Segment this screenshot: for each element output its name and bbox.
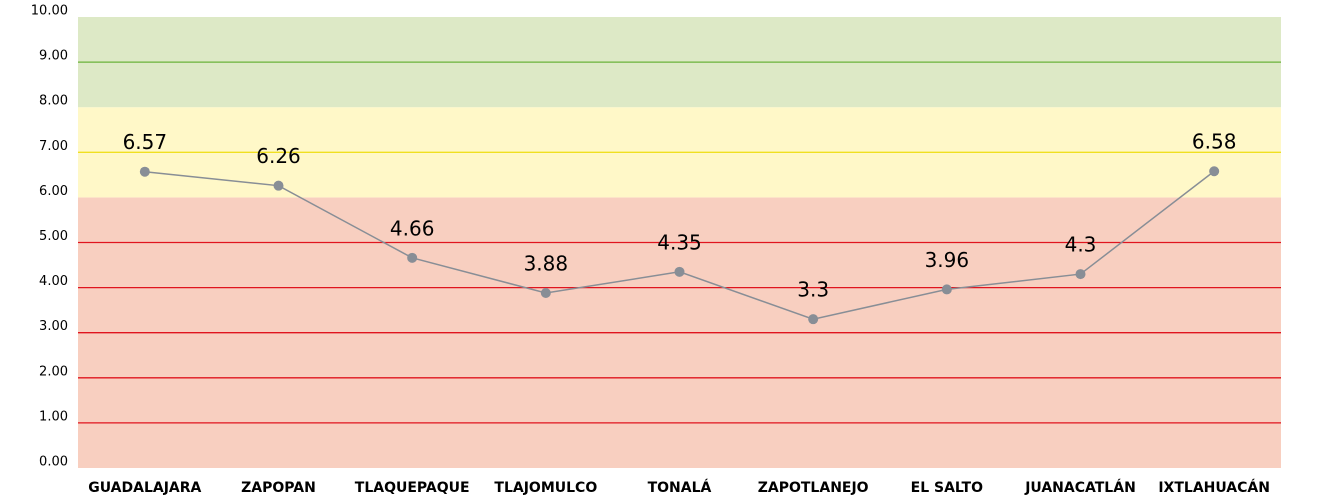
y-tick-label: 8.00 [39,94,68,109]
y-tick-label: 4.00 [39,274,68,289]
x-tick-label: JUANACATLÁN [1024,479,1136,496]
y-tick-label: 6.00 [39,184,68,199]
y-tick-label: 10.00 [31,4,68,19]
y-tick-label: 1.00 [39,409,68,424]
data-label: 3.96 [925,248,970,272]
y-tick-label: 5.00 [39,229,68,244]
point [674,266,685,277]
data-label: 4.66 [390,216,435,240]
x-tick-label: TLAJOMULCO [494,480,597,496]
point [1075,269,1086,280]
point [407,252,418,263]
data-label: 6.57 [123,130,168,154]
data-label: 6.58 [1192,130,1237,154]
data-label: 4.3 [1065,233,1097,257]
y-tick-label: 0.00 [39,455,68,470]
x-tick-label: GUADALAJARA [88,480,201,496]
x-tick-label: TLAQUEPAQUE [355,480,470,496]
y-tick-label: 2.00 [39,364,68,379]
x-tick-label: ZAPOTLANEJO [758,480,869,496]
x-tick-label: TONALÁ [648,479,712,496]
point [139,166,150,177]
data-label: 6.26 [256,144,301,168]
x-tick-label: EL SALTO [911,480,983,496]
point [808,314,819,325]
point [540,288,551,299]
data-label: 4.35 [657,230,702,254]
data-label: 3.88 [524,252,569,276]
point [1209,166,1220,177]
x-tick-label: ZAPOPAN [241,480,316,496]
y-tick-label: 7.00 [39,139,68,154]
data-label: 3.3 [797,278,829,302]
point [941,284,952,295]
point [273,180,284,191]
y-tick-label: 3.00 [39,319,68,334]
x-tick-label: IXTLAHUACÁN [1158,479,1270,496]
y-tick-label: 9.00 [39,49,68,64]
